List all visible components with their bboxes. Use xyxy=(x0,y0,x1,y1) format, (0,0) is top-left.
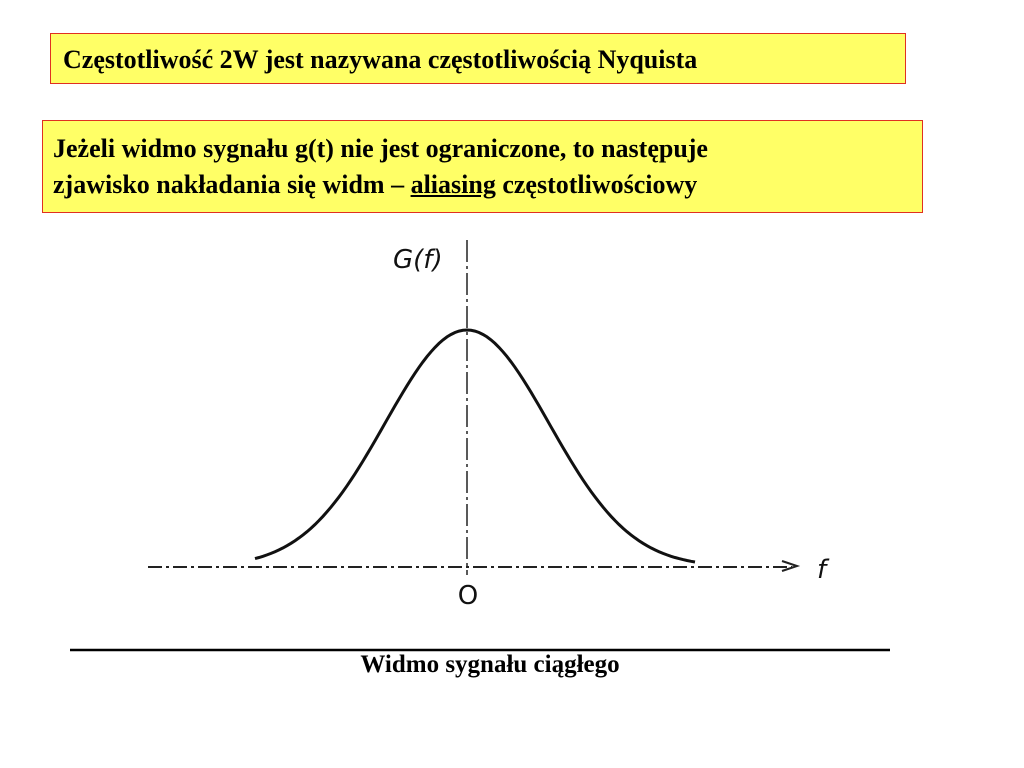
note-line: zjawisko nakładania się widm – aliasing … xyxy=(53,167,922,203)
title-box: Częstotliwość 2W jest nazywana częstotli… xyxy=(50,33,906,84)
y-axis-label: G(f) xyxy=(393,245,443,275)
note-text: zjawisko nakładania się widm – xyxy=(53,170,405,199)
note-line: Jeżeli widmo sygnału g(t) nie jest ogran… xyxy=(53,134,708,163)
origin-label: O xyxy=(458,581,478,611)
spectrum-curve xyxy=(254,328,696,564)
title: Częstotliwość 2W jest nazywana częstotli… xyxy=(63,45,698,74)
x-axis-label: f xyxy=(817,555,830,585)
note-box: Jeżeli widmo sygnału g(t) nie jest ogran… xyxy=(42,120,923,213)
note-term: aliasing xyxy=(410,170,496,199)
caption: Widmo sygnału ciągłego xyxy=(360,651,619,678)
note-text: częstotliwościowy xyxy=(502,170,698,199)
arrow xyxy=(781,560,801,572)
